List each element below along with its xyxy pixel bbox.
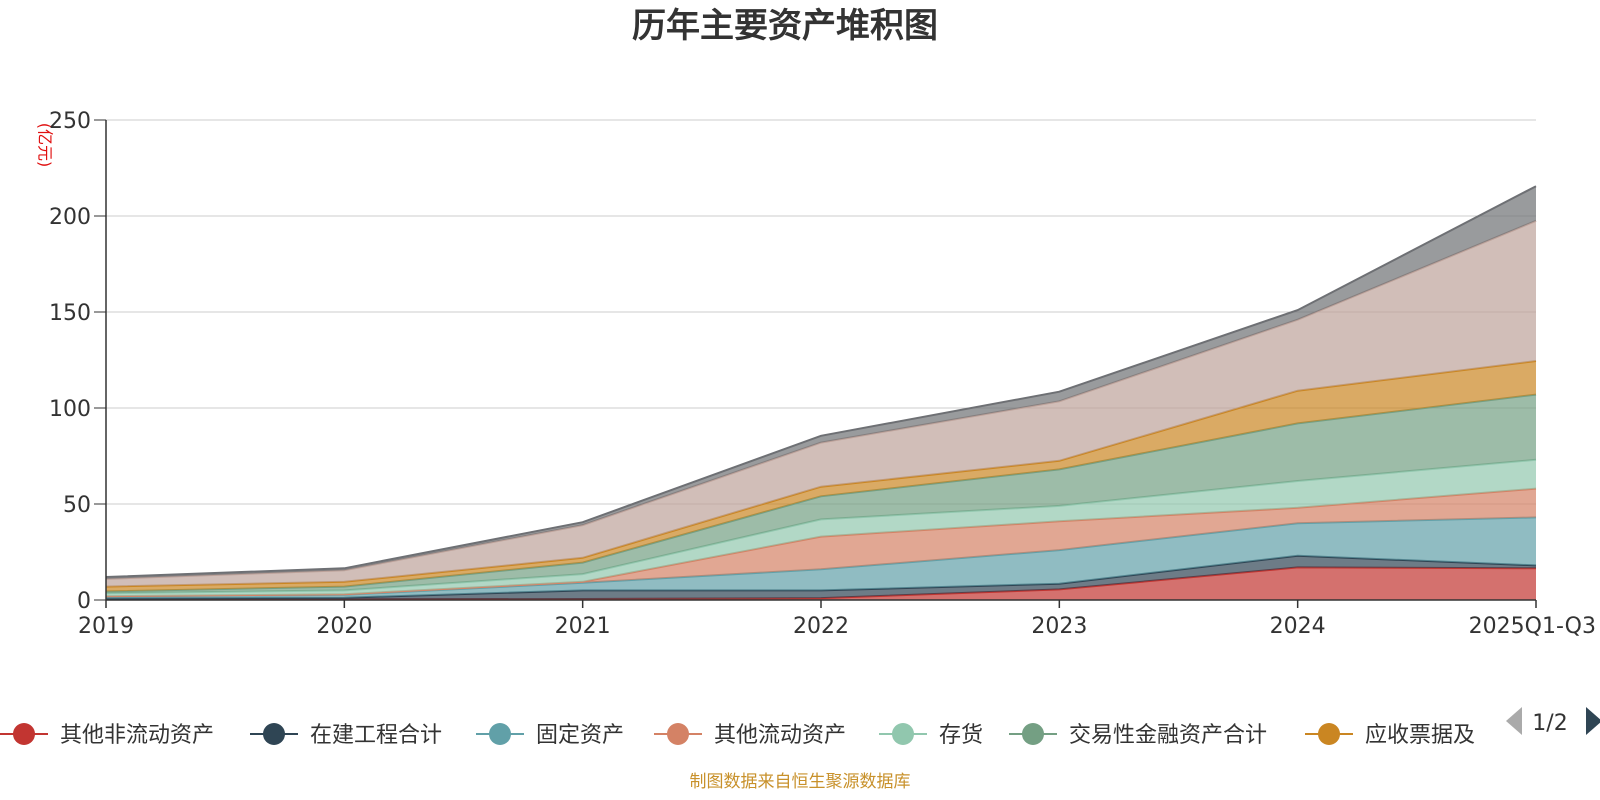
area-3	[106, 488, 1536, 597]
legend-label: 其他流动资产	[714, 723, 846, 748]
legend-item[interactable]: 其他非流动资产	[0, 723, 214, 748]
legend-item[interactable]: 在建工程合计	[250, 723, 442, 748]
legend[interactable]: 其他非流动资产 在建工程合计 固定资产 其他流动资产 存货 交易性金融资产合计 应收票据及	[0, 723, 1475, 748]
legend-label: 其他非流动资产	[60, 723, 214, 748]
x-tick-label: 2019	[78, 614, 134, 639]
area-line-8	[105, 185, 1537, 578]
legend-marker	[667, 723, 689, 745]
data-source-note: 制图数据来自恒生聚源数据库	[690, 772, 911, 792]
legend-item[interactable]: 应收票据及	[1305, 723, 1475, 748]
legend-pager[interactable]: 1/2	[1506, 707, 1600, 736]
legend-item[interactable]: 交易性金融资产合计	[1009, 723, 1267, 748]
x-tick-label: 2024	[1270, 614, 1326, 639]
axes: 0 50 100 150 200 250 2019 2020 2021 2022 2023 2024 2…	[49, 109, 1596, 639]
legend-item[interactable]: 存货	[879, 723, 983, 748]
legend-item[interactable]: 其他流动资产	[654, 723, 846, 748]
y-axis-unit: (亿元)	[36, 123, 55, 168]
y-tick-label: 100	[49, 397, 91, 422]
area-0	[106, 567, 1536, 600]
legend-item[interactable]: 固定资产	[476, 723, 624, 748]
legend-prev-icon[interactable]	[1506, 707, 1522, 735]
y-tick-label: 250	[49, 109, 91, 134]
area-2	[106, 517, 1536, 599]
legend-marker	[1022, 723, 1044, 745]
legend-marker	[263, 723, 285, 745]
x-tick-label: 2021	[555, 614, 611, 639]
legend-page-indicator: 1/2	[1532, 711, 1567, 736]
chart-title: 历年主要资产堆积图	[632, 6, 938, 46]
x-tick-label: 2025Q1-Q3	[1469, 614, 1596, 639]
legend-marker	[13, 723, 35, 745]
area-6	[106, 361, 1536, 592]
legend-label: 交易性金融资产合计	[1069, 723, 1267, 748]
legend-marker	[1318, 723, 1340, 745]
legend-label: 固定资产	[536, 723, 624, 748]
y-tick-label: 50	[63, 493, 91, 518]
area-series	[105, 185, 1537, 601]
area-5	[106, 394, 1536, 594]
y-tick-label: 200	[49, 205, 91, 230]
legend-label: 在建工程合计	[310, 723, 442, 748]
x-tick-label: 2020	[316, 614, 372, 639]
x-tick-label: 2022	[793, 614, 849, 639]
legend-next-icon[interactable]	[1586, 707, 1600, 735]
y-tick-label: 0	[77, 589, 91, 614]
y-tick-label: 150	[49, 301, 91, 326]
legend-marker	[892, 723, 914, 745]
x-tick-label: 2023	[1031, 614, 1087, 639]
legend-marker	[489, 723, 511, 745]
area-7	[106, 220, 1536, 587]
legend-label: 应收票据及	[1365, 723, 1475, 748]
legend-label: 存货	[939, 723, 983, 748]
